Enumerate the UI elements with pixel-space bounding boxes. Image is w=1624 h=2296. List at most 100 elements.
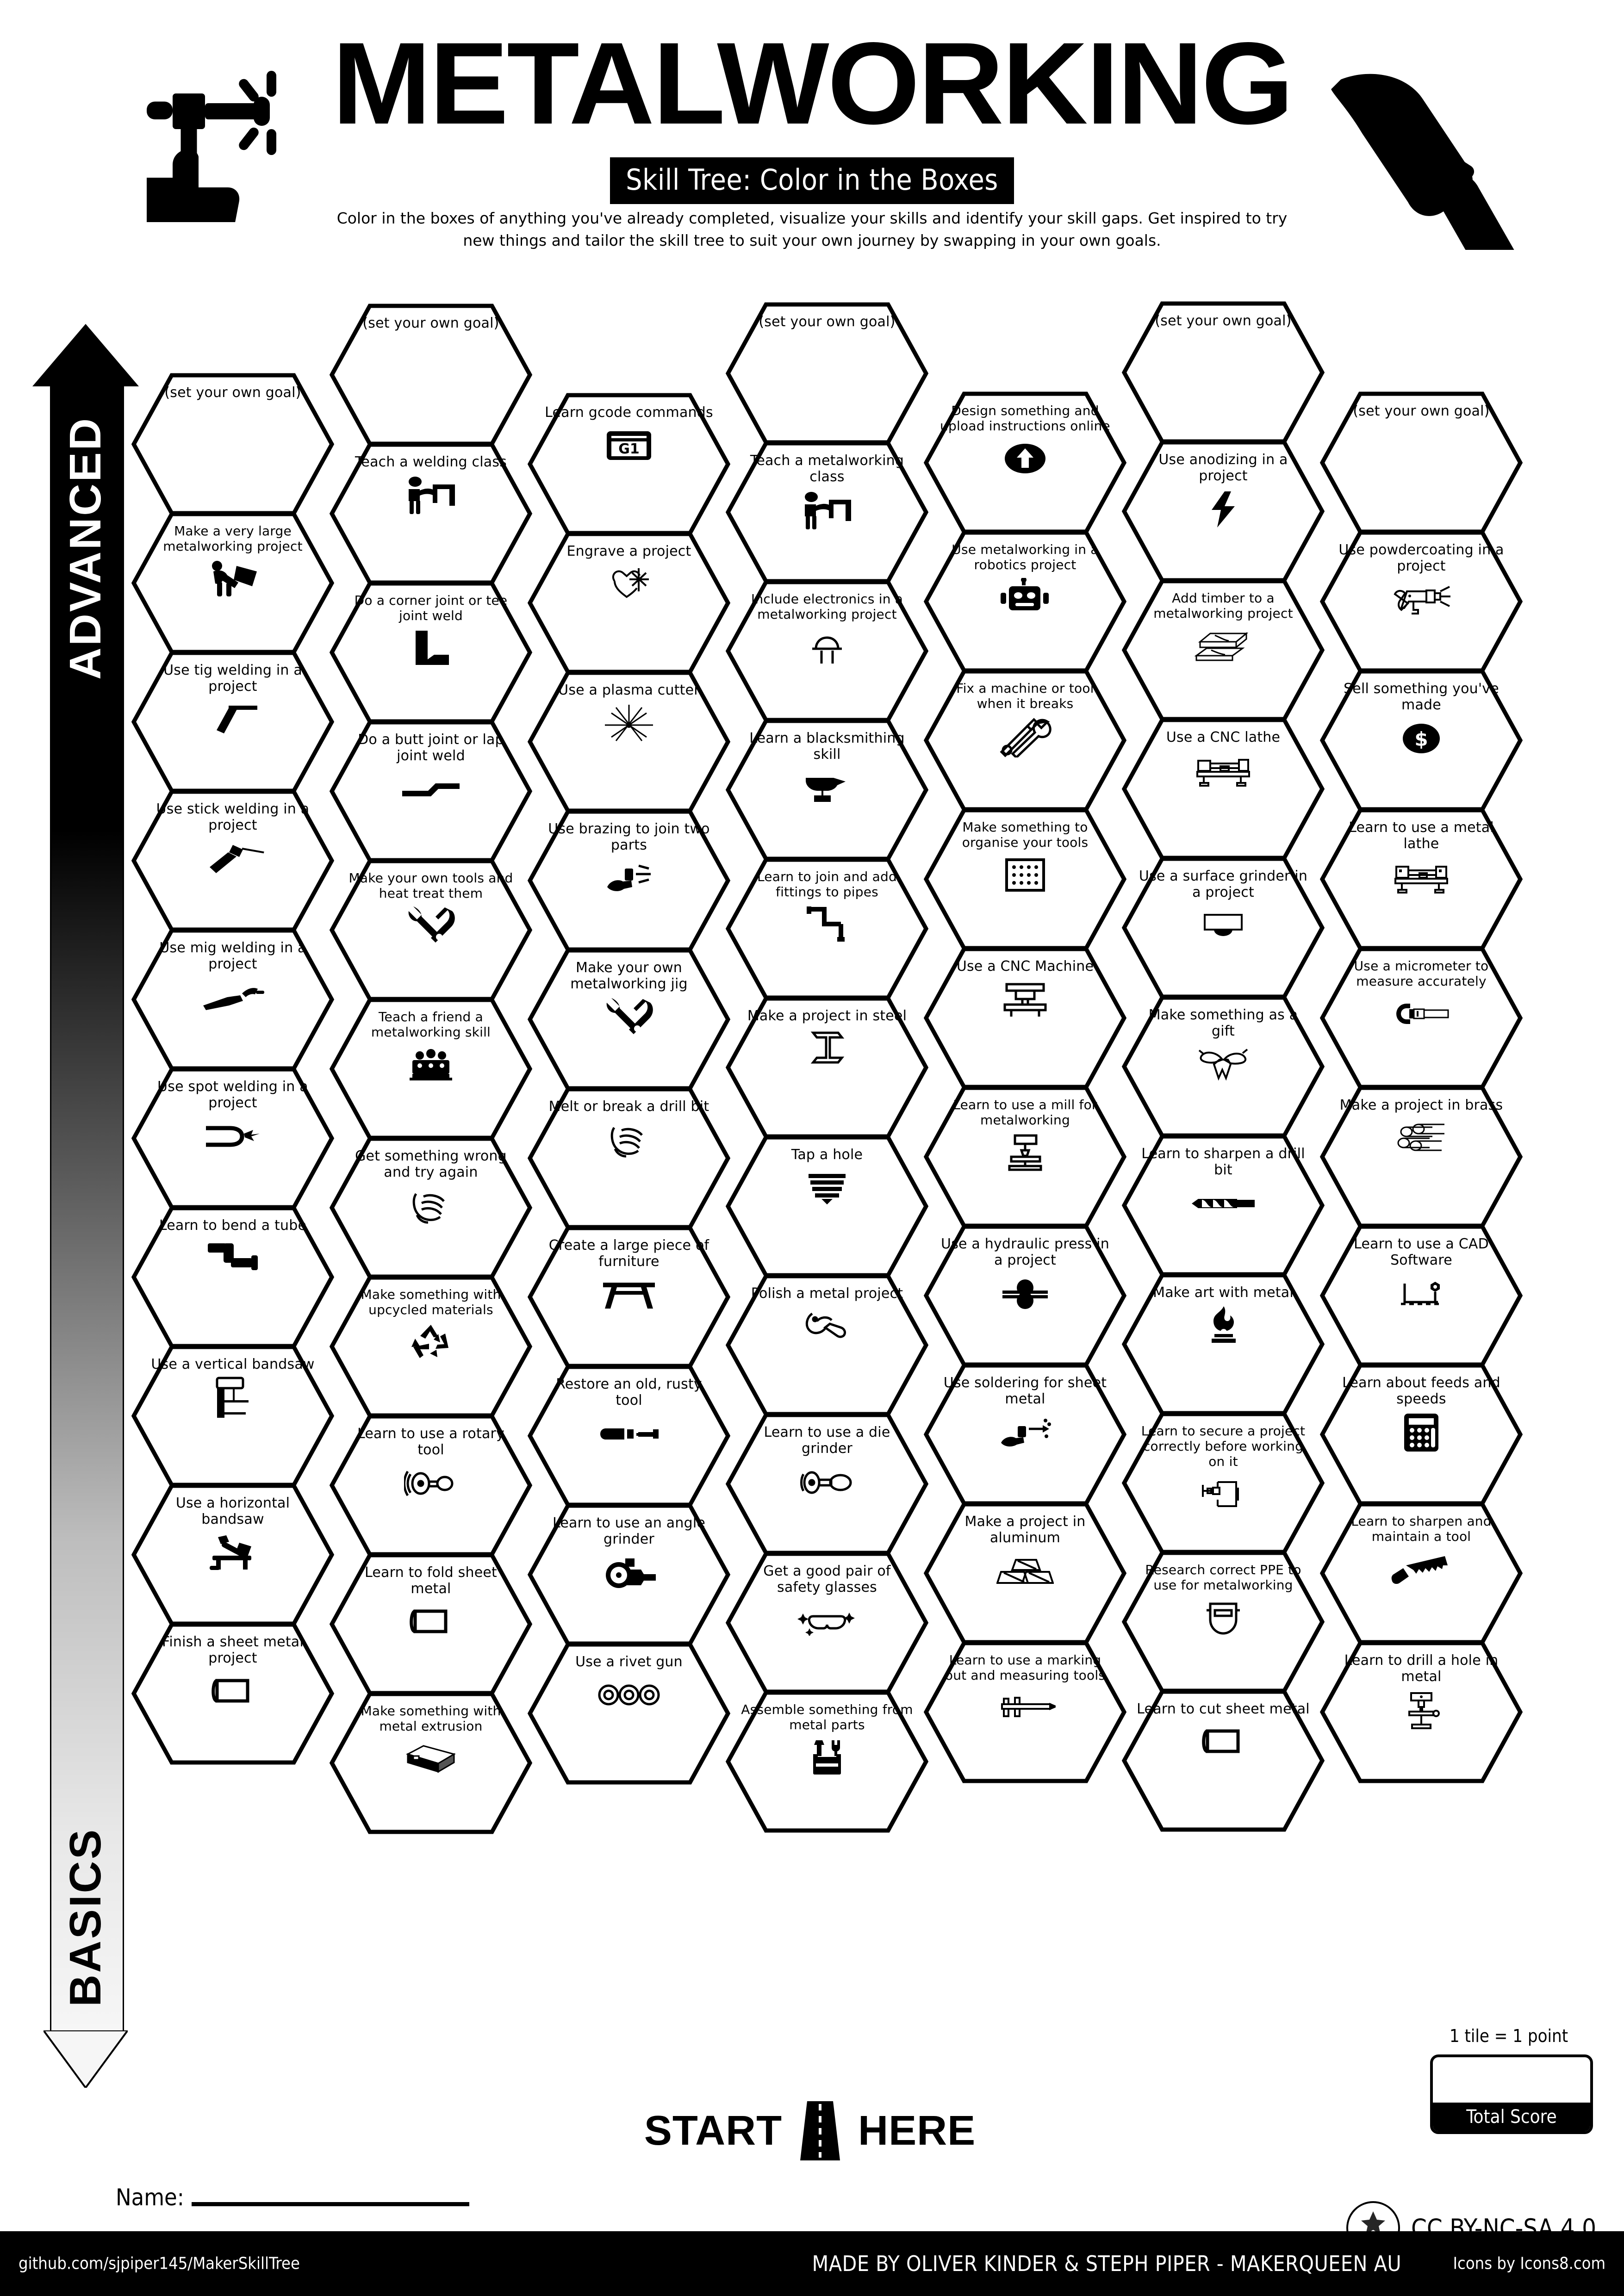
name-field[interactable]: Name: <box>116 2184 469 2211</box>
tile-label: (set your own goal) <box>362 315 499 331</box>
skill-tile-set-your-own-goal[interactable]: (set your own goal) <box>329 303 533 447</box>
skill-tile[interactable]: Make a project in aluminum <box>923 1502 1127 1645</box>
tile-content: (set your own goal) <box>1334 403 1509 419</box>
skill-tile[interactable]: Do a corner joint or tee joint weld <box>329 581 533 724</box>
skill-tile[interactable]: Research correct PPE to use for metalwor… <box>1121 1550 1325 1694</box>
skill-tile[interactable]: Learn to fold sheet metal <box>329 1552 533 1696</box>
skill-tile[interactable]: Create a large piece of furniture <box>527 1225 731 1369</box>
tile-label: Restore an old, rusty tool <box>556 1376 702 1409</box>
footer-github-link[interactable]: github.com/sjpiper145/MakerSkillTree <box>19 2254 300 2273</box>
name-label: Name: <box>116 2184 184 2211</box>
skill-tile[interactable]: Use spot welding in a project <box>131 1067 335 1210</box>
skill-tile[interactable]: Use anodizing in a project <box>1121 440 1325 583</box>
skill-tile-set-your-own-goal[interactable]: (set your own goal) <box>1121 301 1325 444</box>
skill-tile[interactable]: Make something with upcycled materials <box>329 1275 533 1418</box>
skill-tile[interactable]: Use a micrometer to measure accurately <box>1319 946 1523 1090</box>
skill-tile[interactable]: Learn a blacksmithing skill <box>725 718 929 862</box>
teacher-at-board-icon <box>343 474 518 516</box>
skill-tile[interactable]: Learn to use a rotary tool <box>329 1414 533 1557</box>
tile-label: Use a CNC lathe <box>1166 729 1281 745</box>
skill-tile[interactable]: Learn about feeds and speeds <box>1319 1363 1523 1506</box>
tile-content: Use powdercoating in a project <box>1334 542 1509 621</box>
skill-tile[interactable]: Teach a metalworking class <box>725 441 929 584</box>
skill-tile[interactable]: Design something and upload instructions… <box>923 391 1127 534</box>
skill-tile[interactable]: Make something to organise your tools <box>923 807 1127 951</box>
skill-tile[interactable]: Learn to use a CAD Software <box>1319 1224 1523 1367</box>
skill-tile[interactable]: Make a project in steel <box>725 996 929 1139</box>
tile-content: Make a project in brass <box>1334 1097 1509 1160</box>
tile-content: Make a project in aluminum <box>938 1514 1113 1593</box>
tile-content: Use soldering for sheet metal <box>938 1375 1113 1454</box>
tile-label: Design something and upload instructions… <box>940 403 1110 434</box>
skill-tile[interactable]: Make your own metalworking jig <box>527 948 731 1091</box>
skill-tile[interactable]: Use stick welding in a project <box>131 789 335 932</box>
skill-tile[interactable]: Include electronics in a metalworking pr… <box>725 579 929 723</box>
skill-tile[interactable]: Learn to use a mill for metalworking <box>923 1085 1127 1229</box>
skill-tile[interactable]: Use a horizontal bandsaw <box>131 1483 335 1626</box>
name-input-line[interactable] <box>191 2202 469 2206</box>
skill-tile[interactable]: Learn to use a die grinder <box>725 1412 929 1556</box>
skill-tile[interactable]: Learn to drill a hole in metal <box>1319 1640 1523 1784</box>
i-beam-icon <box>740 1028 915 1070</box>
skill-tile[interactable]: Get a good pair of safety glasses <box>725 1551 929 1694</box>
skill-tile[interactable]: Make a project in brass <box>1319 1085 1523 1229</box>
skill-tile[interactable]: Finish a sheet metal project <box>131 1622 335 1765</box>
skill-tile[interactable]: Tap a hole <box>725 1135 929 1278</box>
skill-tile[interactable]: Learn to use an angle grinder <box>527 1503 731 1646</box>
skill-tile[interactable]: Learn to bend a tube <box>131 1205 335 1349</box>
skill-tile[interactable]: Use metalworking in a robotics project <box>923 530 1127 673</box>
skill-tile[interactable]: Make a very large metalworking project <box>131 511 335 655</box>
tile-label: (set your own goal) <box>759 314 896 330</box>
pipe-fitting-icon <box>740 903 915 946</box>
total-score-box[interactable]: Total Score <box>1430 2054 1593 2134</box>
tile-label: Assemble something from metal parts <box>741 1702 913 1733</box>
skill-tile[interactable]: Assemble something from metal parts <box>725 1690 929 1833</box>
skill-tile[interactable]: Learn to use a metal lathe <box>1319 807 1523 951</box>
skill-tile[interactable]: Use tig welding in a project <box>131 650 335 794</box>
skill-tile[interactable]: Use a plasma cutter <box>527 670 731 813</box>
tile-content: Make something with metal extrusion <box>343 1703 518 1780</box>
skill-tile[interactable]: Restore an old, rusty tool <box>527 1364 731 1508</box>
tile-label: Get something wrong and try again <box>355 1148 507 1181</box>
skill-tile[interactable]: Make something with metal extrusion <box>329 1691 533 1835</box>
skill-tile[interactable]: Make your own tools and heat treat them <box>329 858 533 1002</box>
skill-tile[interactable]: Teach a welding class <box>329 442 533 585</box>
skill-tile[interactable]: Learn to sharpen a drill bit <box>1121 1134 1325 1277</box>
skill-tile[interactable]: Make art with metal <box>1121 1272 1325 1416</box>
stick-electrode-holder-icon <box>145 838 320 880</box>
skill-tile-set-your-own-goal[interactable]: (set your own goal) <box>1319 391 1523 534</box>
skill-tile[interactable]: Melt or break a drill bit <box>527 1086 731 1230</box>
tile-label: Learn to sharpen a drill bit <box>1141 1146 1305 1179</box>
skill-tile[interactable]: Make something as a gift <box>1121 995 1325 1138</box>
skill-tile[interactable]: Use a rivet gun <box>527 1642 731 1785</box>
tile-content: Get a good pair of safety glasses <box>740 1563 915 1642</box>
skill-tile[interactable]: Use a vertical bandsaw <box>131 1344 335 1488</box>
skill-tile[interactable]: Use a hydraulic press in a project <box>923 1224 1127 1367</box>
skill-tile[interactable]: Engrave a project <box>527 531 731 675</box>
skill-tile[interactable]: Use soldering for sheet metal <box>923 1363 1127 1506</box>
skill-tile[interactable]: Use mig welding in a project <box>131 928 335 1071</box>
skill-tile[interactable]: Do a butt joint or lap joint weld <box>329 720 533 863</box>
skill-tile[interactable]: Add timber to a metalworking project <box>1121 578 1325 722</box>
tile-label: Make a project in steel <box>747 1008 907 1024</box>
polishing-cloth-icon <box>740 1305 915 1348</box>
skill-tile[interactable]: Learn to cut sheet metal <box>1121 1689 1325 1832</box>
skill-tile[interactable]: Teach a friend a metalworking skill <box>329 997 533 1141</box>
skill-tile[interactable]: Learn to secure a project correctly befo… <box>1121 1411 1325 1555</box>
skill-tile[interactable]: Learn to sharpen and maintain a tool <box>1319 1502 1523 1645</box>
skill-tile[interactable]: Use powdercoating in a project <box>1319 530 1523 673</box>
skill-tile[interactable]: Learn gcode commands G1 <box>527 392 731 536</box>
skill-tile[interactable]: Use brazing to join two parts <box>527 809 731 952</box>
skill-tile[interactable]: Sell something you've made $ <box>1319 669 1523 812</box>
skill-tile[interactable]: Learn to join and add fittings to pipes <box>725 857 929 1000</box>
skill-tile[interactable]: Use a surface grinder in a project <box>1121 856 1325 999</box>
skill-tile[interactable]: Get something wrong and try again <box>329 1136 533 1279</box>
skill-tile[interactable]: Learn to use a marking out and measuring… <box>923 1640 1127 1784</box>
skill-tile-set-your-own-goal[interactable]: (set your own goal) <box>725 302 929 445</box>
skill-tile[interactable]: Use a CNC lathe <box>1121 717 1325 861</box>
skill-tile[interactable]: Polish a metal project <box>725 1273 929 1417</box>
skill-tile-set-your-own-goal[interactable]: (set your own goal) <box>131 372 335 516</box>
skill-tile[interactable]: Fix a machine or tool when it breaks <box>923 669 1127 812</box>
tile-content: Learn to use a marking out and measuring… <box>938 1652 1113 1729</box>
skill-tile[interactable]: Use a CNC Machine <box>923 946 1127 1090</box>
